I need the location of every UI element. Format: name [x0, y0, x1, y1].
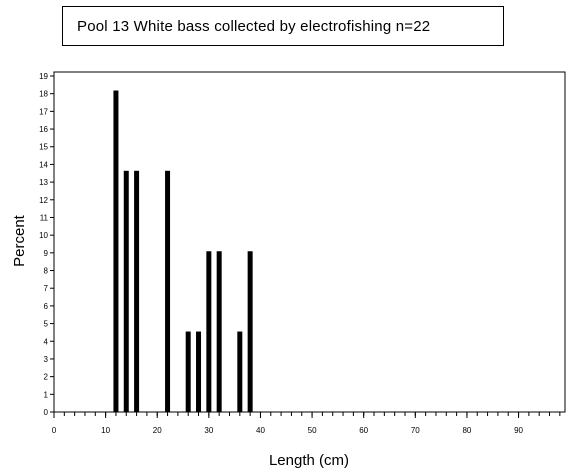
- bar-32cm: [216, 251, 222, 412]
- bar-28cm: [196, 331, 202, 412]
- bar-26cm: [185, 331, 191, 412]
- bar-12cm: [113, 90, 119, 413]
- y-tick-label: 8: [44, 267, 49, 276]
- y-tick-label: 18: [39, 90, 48, 99]
- y-tick-label: 1: [44, 390, 49, 399]
- y-tick-label: 16: [39, 125, 48, 134]
- x-tick-label: 20: [153, 426, 162, 435]
- x-tick-label: 30: [204, 426, 213, 435]
- x-tick-label: 10: [101, 426, 110, 435]
- y-tick-label: 15: [39, 143, 48, 152]
- x-tick-label: 50: [308, 426, 317, 435]
- y-tick-label: 17: [39, 107, 48, 116]
- bar-14cm: [123, 170, 129, 412]
- y-tick-label: 7: [44, 284, 49, 293]
- x-tick-label: 60: [359, 426, 368, 435]
- bar-16cm: [134, 170, 140, 412]
- y-tick-label: 13: [39, 178, 48, 187]
- bar-36cm: [237, 331, 243, 412]
- bar-38cm: [247, 251, 253, 412]
- y-tick-label: 12: [39, 196, 48, 205]
- y-tick-label: 0: [44, 408, 49, 417]
- y-axis-title: Percent: [11, 214, 28, 267]
- x-axis-title: Length (cm): [269, 452, 349, 469]
- bars: [113, 90, 253, 413]
- y-tick-label: 10: [39, 231, 48, 240]
- x-tick-label: 70: [411, 426, 420, 435]
- y-tick-label: 5: [44, 320, 49, 329]
- chart-title: Pool 13 White bass collected by electrof…: [62, 6, 504, 46]
- bar-22cm: [165, 170, 171, 412]
- y-tick-label: 4: [44, 337, 49, 346]
- y-tick-label: 6: [44, 302, 49, 311]
- y-tick-label: 11: [40, 213, 49, 222]
- x-tick-label: 0: [52, 426, 57, 435]
- y-tick-label: 9: [44, 249, 49, 258]
- plot-frame: [53, 71, 566, 413]
- y-tick-label: 2: [44, 373, 49, 382]
- y-tick-label: 3: [44, 355, 49, 364]
- x-tick-label: 80: [462, 426, 471, 435]
- x-tick-label: 90: [514, 426, 523, 435]
- x-tick-label: 40: [256, 426, 265, 435]
- y-tick-label: 19: [39, 72, 48, 81]
- bar-30cm: [206, 251, 212, 412]
- y-tick-label: 14: [39, 160, 48, 169]
